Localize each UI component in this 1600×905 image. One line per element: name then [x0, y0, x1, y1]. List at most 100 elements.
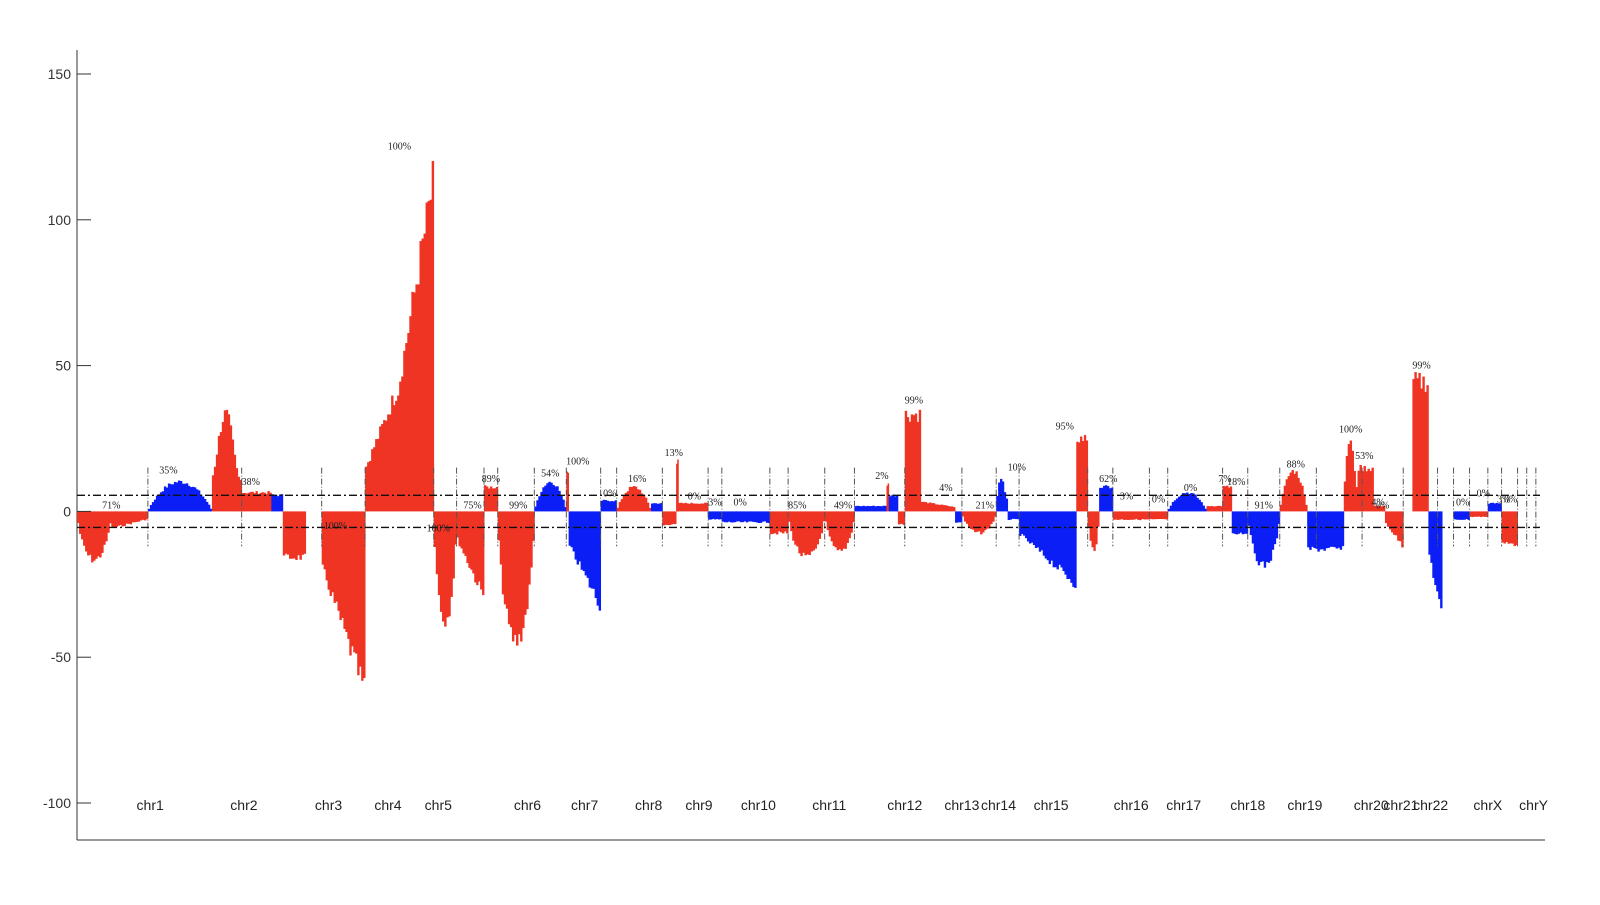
- cn-bar-0-1: [139, 511, 143, 521]
- cn-bar-19-0: [860, 506, 863, 512]
- cn-bar-15-0: [727, 511, 731, 522]
- cn-bar-24-0: [1093, 511, 1096, 551]
- cn-bar-17-0: [822, 511, 826, 522]
- cn-bar-19-0: [864, 506, 867, 512]
- cn-bar-27-0: [1167, 508, 1171, 512]
- cn-bar-12-0: [642, 494, 646, 512]
- cn-bar-8-0: [532, 511, 535, 541]
- chromosome-label-chrX: chrX: [1473, 797, 1502, 813]
- cn-bar-30-0: [1305, 504, 1308, 512]
- cn-bar-4-0: [369, 460, 372, 512]
- cn-bar-25-0: [1114, 511, 1118, 520]
- cn-bar-10-1: [580, 511, 584, 570]
- cn-bar-17-0: [812, 511, 815, 551]
- cn-bar-13-0: [662, 511, 665, 526]
- cn-bar-30-0: [1293, 473, 1296, 512]
- cn-bar-22-1: [1013, 511, 1016, 519]
- cn-bar-2-1: [278, 494, 282, 512]
- cn-bar-22-1: [1015, 511, 1018, 520]
- cn-bar-16-0: [786, 511, 789, 534]
- cn-bar-1-1: [211, 475, 215, 512]
- cn-bar-29-0: [1275, 511, 1279, 539]
- cn-bar-4-1: [431, 160, 435, 512]
- cn-bar-12-0: [646, 502, 650, 512]
- cn-bar-20-1: [949, 506, 952, 512]
- cn-bar-7-0: [491, 488, 495, 512]
- chromosome-label-chr8: chr8: [635, 797, 662, 813]
- cn-bar-22-0: [1005, 498, 1009, 512]
- cn-bar-24-1: [1110, 487, 1114, 512]
- cn-bar-6-0: [456, 511, 459, 538]
- chromosome-label-chr13: chr13: [944, 797, 979, 813]
- cn-bar-1-1: [225, 409, 229, 512]
- cn-bar-16-0: [782, 511, 785, 534]
- cn-bar-23-0: [1060, 511, 1063, 568]
- cn-bar-0-1: [115, 511, 118, 528]
- percentage-label: 4%: [939, 483, 952, 494]
- cn-bar-31-1: [1369, 470, 1372, 512]
- chromosome-label-chr7: chr7: [571, 797, 598, 813]
- cn-bar-20-0: [908, 421, 912, 512]
- percentage-label: 21%: [976, 500, 994, 511]
- cn-bar-27-1: [1218, 505, 1221, 512]
- cn-bar-1-0: [209, 508, 213, 512]
- cn-bar-2-2: [295, 511, 298, 560]
- cn-bar-2-2: [286, 511, 290, 555]
- cn-bar-18-0: [852, 511, 855, 523]
- cn-bar-2-0: [249, 491, 252, 512]
- cn-bar-0-1: [133, 511, 137, 523]
- cn-bar-19-0: [876, 506, 879, 512]
- cn-bar-1-0: [207, 504, 211, 512]
- cn-bar-11-0: [606, 500, 610, 512]
- cn-bar-1-1: [237, 476, 241, 512]
- cn-bar-26-0: [1153, 511, 1156, 520]
- cn-bar-0-0: [89, 511, 92, 555]
- cn-bar-15-0: [767, 511, 771, 524]
- cn-bar-23-1: [1078, 442, 1081, 512]
- cn-bar-21-0: [972, 511, 975, 530]
- cn-bar-34-0: [1465, 511, 1468, 520]
- cn-bar-3-0: [359, 511, 362, 667]
- cn-bar-2-2: [293, 511, 296, 559]
- cn-bar-27-0: [1192, 493, 1195, 512]
- cn-bar-23-0: [1050, 511, 1053, 561]
- cn-bar-36-0: [1497, 503, 1500, 512]
- cn-bar-0-0: [87, 511, 90, 556]
- cn-bar-31-1: [1365, 471, 1368, 512]
- cn-bar-20-1: [944, 505, 948, 512]
- percentage-label: 18%: [1227, 477, 1245, 488]
- cn-bar-13-2: [700, 503, 703, 512]
- cn-bar-12-0: [620, 499, 624, 512]
- cn-bar-27-0: [1175, 498, 1179, 512]
- cn-bar-23-0: [1070, 511, 1073, 583]
- cn-bar-28-1: [1239, 511, 1243, 533]
- cn-bar-0-1: [143, 511, 147, 521]
- cn-bar-28-1: [1241, 511, 1245, 535]
- cn-bar-5-0: [448, 511, 451, 617]
- cn-bar-19-0: [878, 506, 881, 512]
- cn-bar-31-0: [1351, 450, 1354, 512]
- cn-bar-23-0: [1024, 511, 1028, 539]
- cn-bar-12-1: [654, 503, 658, 512]
- y-tick-label: -100: [43, 795, 71, 811]
- cn-bar-32-0: [1379, 506, 1382, 512]
- cn-bar-4-1: [417, 284, 420, 512]
- percentage-label: 3%: [1497, 495, 1510, 506]
- cn-bar-37-0: [1505, 511, 1508, 543]
- cn-bar-35-0: [1477, 511, 1481, 517]
- cn-bar-24-1: [1104, 485, 1108, 512]
- cn-bar-13-2: [680, 502, 683, 512]
- cn-bar-21-0: [984, 511, 987, 531]
- cn-bar-0-0: [81, 511, 84, 540]
- cn-bar-11-0: [602, 499, 606, 512]
- cn-bar-12-1: [652, 503, 656, 512]
- cn-bar-21-0: [965, 511, 969, 524]
- cn-bar-9-0: [542, 487, 545, 512]
- cn-bar-27-0: [1184, 493, 1187, 512]
- cn-bar-1-0: [171, 484, 175, 512]
- cn-bar-25-0: [1129, 511, 1132, 520]
- percentage-label: 71%: [102, 500, 120, 511]
- cn-bar-20-1: [926, 503, 930, 512]
- cn-bar-2-0: [265, 493, 268, 512]
- cn-bar-20-0: [910, 414, 914, 512]
